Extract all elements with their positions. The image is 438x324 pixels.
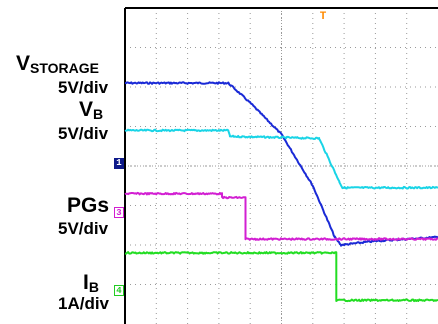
vb-scale: 5V/div: [58, 124, 109, 143]
pgs-label: PGs: [67, 194, 110, 217]
ib-scale: 1A/div: [58, 294, 110, 313]
vstorage-scale: 5V/div: [58, 78, 109, 97]
trace-ib: [124, 251, 438, 303]
pgs-scale: 5V/div: [58, 219, 109, 238]
trace-pgs: [124, 191, 438, 241]
channel-4-marker: 4: [114, 285, 124, 296]
channel-1-marker: 1: [114, 158, 124, 169]
vb-label: VB: [79, 98, 104, 122]
channel-3-marker: 3: [114, 207, 124, 218]
trace-vb: [124, 128, 438, 190]
trigger-marker: T: [319, 11, 327, 23]
vstorage-label: VSTORAGE: [16, 52, 99, 76]
trace-vstorage: [124, 81, 438, 247]
ib-label: IB: [83, 271, 99, 295]
